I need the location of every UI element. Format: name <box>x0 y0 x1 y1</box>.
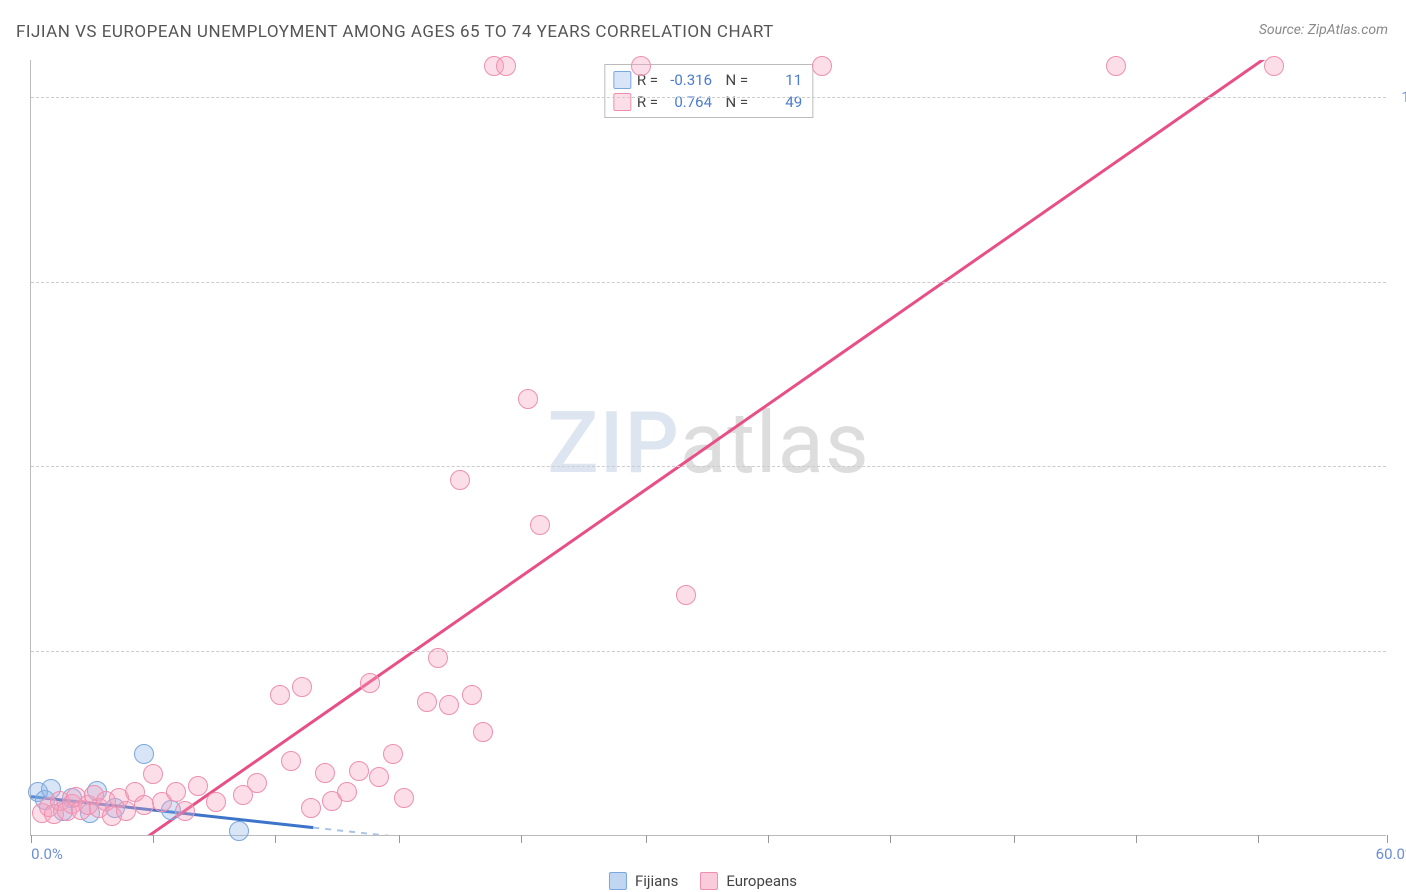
data-point <box>631 56 651 76</box>
data-point <box>450 470 470 490</box>
data-point <box>369 767 389 787</box>
data-point <box>229 821 249 841</box>
legend-swatch-fijians <box>609 872 627 890</box>
data-point <box>188 776 208 796</box>
swatch-fijians <box>613 71 631 89</box>
x-axis-min-label: 0.0% <box>31 845 63 863</box>
chart-title: FIJIAN VS EUROPEAN UNEMPLOYMENT AMONG AG… <box>16 22 774 42</box>
data-point <box>1106 56 1126 76</box>
n-value-fijians: 11 <box>754 69 802 91</box>
data-point <box>473 722 493 742</box>
data-point <box>394 788 414 808</box>
data-point <box>270 685 290 705</box>
data-point <box>337 782 357 802</box>
data-point <box>462 685 482 705</box>
data-point <box>301 798 321 818</box>
data-point <box>143 764 163 784</box>
y-tick-label: 100.0% <box>1401 88 1406 106</box>
r-value-europeans: 0.764 <box>664 91 712 113</box>
data-point <box>134 744 154 764</box>
r-value-fijians: -0.316 <box>664 69 712 91</box>
legend: Fijians Europeans <box>609 872 797 890</box>
data-point <box>349 761 369 781</box>
data-point <box>518 389 538 409</box>
data-point <box>383 744 403 764</box>
legend-label-europeans: Europeans <box>726 872 797 890</box>
n-value-europeans: 49 <box>754 91 802 113</box>
watermark: ZIPatlas <box>547 393 869 493</box>
data-point <box>1264 56 1284 76</box>
legend-item-fijians: Fijians <box>609 872 678 890</box>
data-point <box>417 692 437 712</box>
data-point <box>281 751 301 771</box>
data-point <box>496 56 516 76</box>
data-point <box>175 801 195 821</box>
data-point <box>428 648 448 668</box>
legend-swatch-europeans <box>700 872 718 890</box>
data-point <box>134 795 154 815</box>
legend-label-fijians: Fijians <box>635 872 678 890</box>
data-point <box>116 801 136 821</box>
trend-lines <box>31 60 1386 835</box>
data-point <box>166 782 186 802</box>
data-point <box>812 56 832 76</box>
data-point <box>676 585 696 605</box>
x-axis-max-label: 60.0% <box>1376 845 1406 863</box>
data-point <box>292 677 312 697</box>
swatch-europeans <box>613 93 631 111</box>
source-attribution: Source: ZipAtlas.com <box>1259 22 1388 38</box>
data-point <box>360 673 380 693</box>
data-point <box>439 695 459 715</box>
data-point <box>206 792 226 812</box>
scatter-plot: ZIPatlas R = -0.316 N = 11 R = 0.764 N =… <box>30 60 1386 836</box>
data-point <box>315 763 335 783</box>
legend-item-europeans: Europeans <box>700 872 797 890</box>
data-point <box>530 515 550 535</box>
stats-row-europeans: R = 0.764 N = 49 <box>613 91 802 113</box>
data-point <box>247 773 267 793</box>
